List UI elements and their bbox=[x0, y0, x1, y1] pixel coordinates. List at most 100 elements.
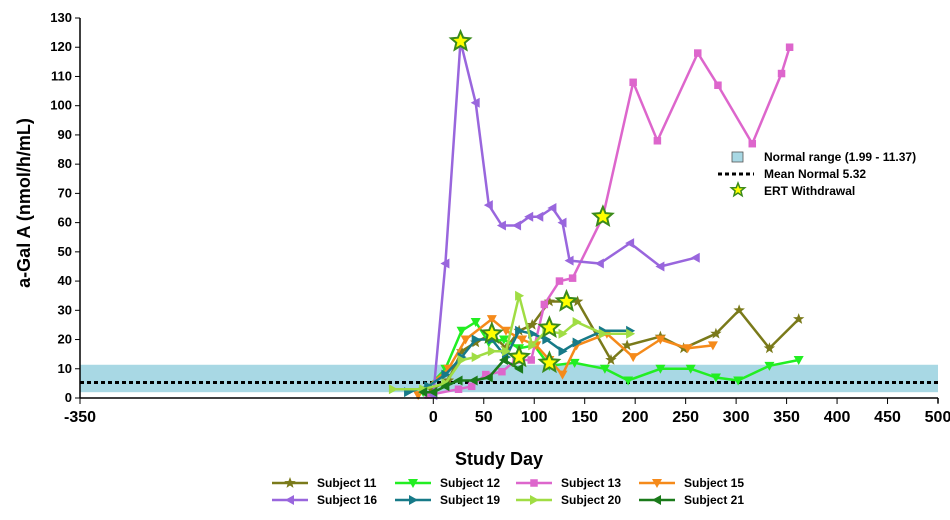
legend-series-label: Subject 13 bbox=[561, 476, 621, 490]
data-point bbox=[457, 355, 467, 365]
ert-withdrawal-star bbox=[448, 28, 473, 52]
legend-marker-swatch bbox=[530, 495, 539, 505]
legend-normal-range-swatch bbox=[731, 151, 744, 163]
y-tick-label: 10 bbox=[58, 361, 72, 376]
data-point bbox=[441, 369, 451, 380]
x-tick-label: -350 bbox=[64, 409, 96, 426]
x-tick-label: 250 bbox=[672, 409, 699, 426]
data-point bbox=[454, 385, 463, 393]
ert-withdrawal-star bbox=[537, 315, 562, 339]
data-point bbox=[512, 220, 522, 231]
data-point bbox=[514, 363, 524, 374]
data-point bbox=[625, 238, 635, 249]
x-tick-label: 100 bbox=[521, 409, 548, 426]
x-tick-label: 200 bbox=[622, 409, 649, 426]
data-point bbox=[483, 372, 493, 383]
data-point bbox=[440, 381, 450, 392]
legend-marker-swatch bbox=[652, 479, 662, 488]
data-point bbox=[517, 335, 528, 345]
data-point bbox=[572, 317, 582, 327]
x-tick-label: 350 bbox=[773, 409, 800, 426]
data-point bbox=[455, 345, 468, 357]
series-line bbox=[432, 40, 697, 396]
data-point bbox=[569, 358, 580, 368]
x-tick-label: 0 bbox=[429, 409, 438, 426]
data-point bbox=[793, 313, 805, 324]
data-point bbox=[471, 334, 481, 345]
legend-series-label: Subject 21 bbox=[684, 493, 744, 507]
data-point bbox=[748, 139, 757, 148]
data-point bbox=[764, 361, 775, 371]
data-point bbox=[540, 300, 549, 309]
data-point bbox=[655, 335, 666, 345]
legend-marker-swatch bbox=[408, 479, 418, 488]
x-tick-label: 500 bbox=[925, 409, 950, 426]
legend-marker-swatch bbox=[530, 479, 538, 487]
data-point bbox=[785, 43, 794, 51]
data-point bbox=[621, 339, 633, 351]
data-point bbox=[564, 255, 574, 266]
data-point bbox=[515, 325, 525, 336]
legend-series-label: Subject 16 bbox=[317, 493, 377, 507]
y-tick-label: 70 bbox=[58, 185, 72, 200]
y-tick-label: 50 bbox=[58, 244, 72, 259]
data-point bbox=[714, 81, 722, 89]
data-point bbox=[467, 382, 476, 391]
data-point bbox=[470, 97, 480, 108]
data-point bbox=[440, 258, 450, 269]
data-point bbox=[453, 375, 463, 386]
data-point bbox=[694, 49, 702, 57]
legend-series-label: Subject 11 bbox=[317, 476, 377, 490]
legend-item-subject-13: Subject 13 bbox=[516, 476, 621, 490]
data-point bbox=[555, 277, 564, 285]
x-axis-title: Study Day bbox=[455, 449, 543, 469]
series-subject-20 bbox=[388, 290, 636, 395]
data-point bbox=[682, 344, 693, 354]
legend-series-label: Subject 19 bbox=[440, 493, 500, 507]
data-point bbox=[557, 217, 567, 228]
data-point bbox=[623, 376, 634, 386]
legend-marker-swatch bbox=[409, 495, 418, 505]
data-point bbox=[598, 328, 608, 339]
data-point bbox=[685, 364, 696, 374]
data-point bbox=[460, 335, 471, 345]
data-point bbox=[498, 355, 508, 365]
data-point bbox=[763, 342, 776, 354]
data-point bbox=[500, 326, 511, 336]
data-point bbox=[515, 290, 525, 301]
data-point bbox=[710, 373, 721, 383]
data-point bbox=[733, 376, 744, 386]
data-point bbox=[599, 364, 610, 374]
data-point bbox=[655, 261, 665, 272]
y-tick-label: 20 bbox=[58, 332, 72, 347]
legend-ert-withdrawal-swatch bbox=[729, 180, 747, 198]
data-point bbox=[628, 353, 639, 363]
legend-item-subject-21: Subject 21 bbox=[639, 493, 744, 507]
data-point bbox=[471, 352, 481, 363]
normal-range-band bbox=[80, 364, 938, 393]
x-tick-label: 50 bbox=[475, 409, 493, 426]
y-tick-label: 90 bbox=[58, 127, 72, 142]
data-point bbox=[470, 318, 481, 327]
data-point bbox=[543, 295, 556, 307]
data-point bbox=[424, 391, 432, 399]
legend-mean-normal-label: Mean Normal 5.32 bbox=[764, 167, 866, 181]
data-point bbox=[777, 69, 786, 78]
data-point bbox=[558, 328, 568, 339]
y-tick-label: 0 bbox=[65, 390, 72, 405]
ert-withdrawal-star bbox=[554, 288, 579, 312]
data-point bbox=[605, 354, 617, 365]
data-point bbox=[527, 356, 535, 364]
x-tick-label: 300 bbox=[723, 409, 750, 426]
data-point bbox=[629, 78, 637, 87]
legend-marker-swatch bbox=[284, 477, 296, 488]
legend-normal-range-label: Normal range (1.99 - 11.37) bbox=[764, 150, 916, 164]
ert-withdrawal-star bbox=[479, 321, 504, 344]
data-point bbox=[524, 211, 534, 222]
x-tick-label: 400 bbox=[824, 409, 851, 426]
data-point bbox=[482, 370, 490, 379]
data-point bbox=[655, 364, 666, 374]
data-point bbox=[707, 341, 718, 351]
legend-item-subject-20: Subject 20 bbox=[516, 493, 621, 507]
data-point bbox=[425, 383, 437, 395]
